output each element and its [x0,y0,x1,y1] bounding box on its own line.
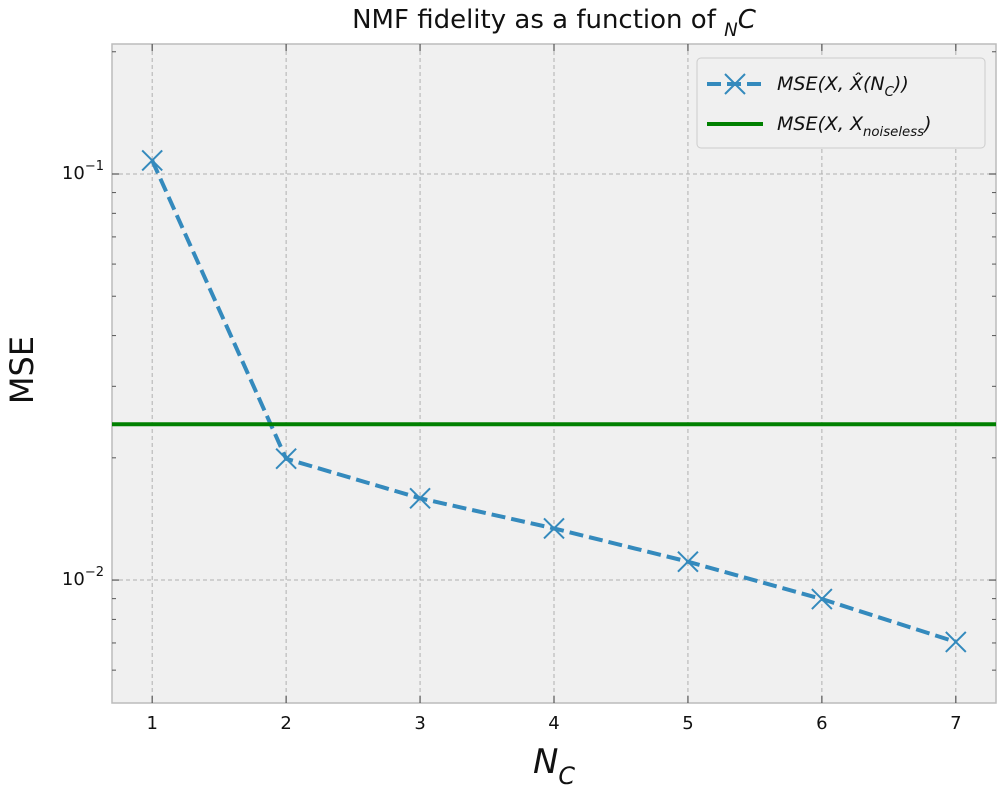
chart-title-part: N [724,20,738,41]
marker [811,588,833,610]
y-tick-base: 10 [62,569,85,590]
legend-label-part: ) [922,113,931,135]
x-tick-label: 3 [414,713,425,734]
x-tick-label: 1 [146,713,157,734]
y-tick-label: 10−1 [62,159,104,184]
marker [543,517,565,540]
x-label-part: C [558,762,575,787]
chart-title-part: NMF fidelity as a function of [352,5,724,35]
x-label-part: N [533,742,558,782]
legend-label: MSE(X, X̂(NC)) [777,72,909,99]
legend-label: MSE(X, Xnoiseless) [777,113,932,140]
y-label: MSE [3,336,41,404]
legend-label-part: C [885,85,895,100]
legend-label-part: MSE(X, X̂(N [777,72,885,94]
y-tick-base: 10 [62,163,85,184]
legend-box [696,57,986,149]
y-tick-label: 10−2 [62,565,104,590]
marker [409,487,431,509]
chart-title-part: C [738,5,757,35]
marker [141,149,163,172]
marker [945,631,967,653]
legend-marker [724,73,746,95]
legend-label-part: noiseless [863,125,924,140]
marker [275,447,297,470]
legend-label-part: )) [892,73,909,95]
legend-label-part: MSE(X, X [777,113,864,135]
x-tick-label: 7 [950,713,961,734]
x-tick-label: 4 [548,713,559,734]
y-tick-exponent: −2 [85,565,104,580]
y-tick-exponent: −1 [85,159,104,174]
x-label: NC [533,742,575,787]
marker [677,550,699,573]
x-tick-label: 5 [682,713,693,734]
x-tick-label: 6 [816,713,827,734]
x-tick-label: 2 [280,713,291,734]
chart-title: NMF fidelity as a function of NC [352,5,757,41]
